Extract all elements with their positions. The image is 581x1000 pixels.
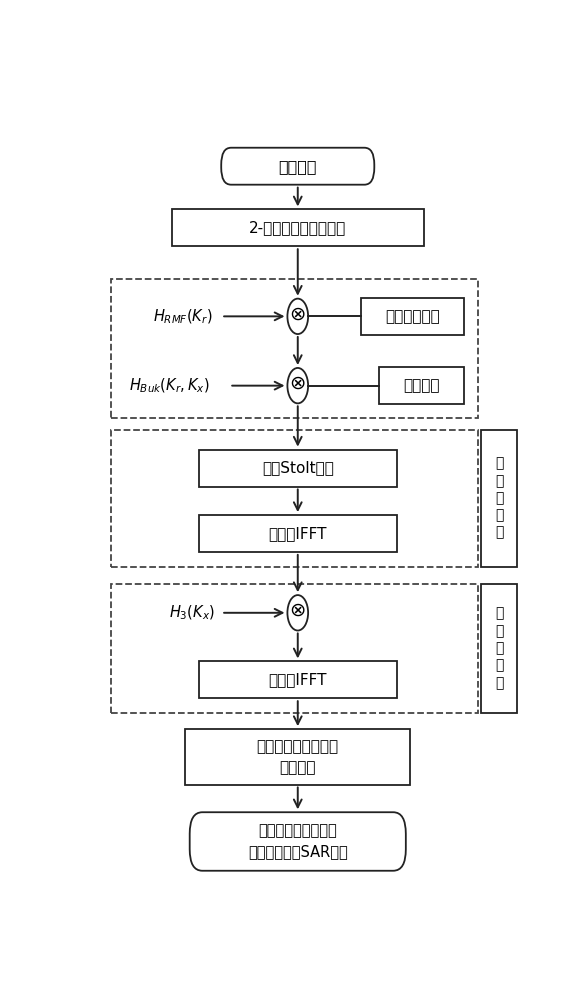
Text: $H_{RMF}(K_r)$: $H_{RMF}(K_r)$	[153, 307, 213, 326]
Text: 距离向IFFT: 距离向IFFT	[268, 526, 327, 541]
Bar	[111, 584, 478, 713]
Text: 相位补偿: 相位补偿	[403, 378, 440, 393]
Text: 计算每一个子孔径的
成像数据: 计算每一个子孔径的 成像数据	[257, 739, 339, 775]
Bar	[361, 298, 464, 335]
Bar	[199, 450, 397, 487]
Bar	[111, 430, 478, 567]
Bar	[199, 515, 397, 552]
Circle shape	[288, 595, 308, 631]
Bar	[172, 209, 424, 246]
Bar	[199, 661, 397, 698]
Text: $H_3(K_x)$: $H_3(K_x)$	[169, 604, 215, 622]
Text: 距
离
向
处
理: 距 离 向 处 理	[495, 456, 503, 540]
Bar	[185, 729, 410, 785]
Text: ⊗: ⊗	[289, 601, 306, 620]
Text: $H_{Buk}(K_r,K_x)$: $H_{Buk}(K_r,K_x)$	[129, 376, 210, 395]
FancyBboxPatch shape	[189, 812, 406, 871]
Bar	[379, 367, 464, 404]
Text: 2-维波数域子孔径数据: 2-维波数域子孔径数据	[249, 220, 346, 235]
Bar	[111, 279, 478, 418]
FancyBboxPatch shape	[221, 148, 374, 185]
Bar	[480, 430, 518, 567]
Circle shape	[288, 299, 308, 334]
Text: 得到方位向聚焦的全
孔径高分辨率SAR成像: 得到方位向聚焦的全 孔径高分辨率SAR成像	[248, 823, 347, 859]
Text: ⊗: ⊗	[289, 305, 306, 324]
Circle shape	[288, 368, 308, 403]
Text: ⊗: ⊗	[289, 374, 306, 393]
Text: 扩展Stolt插値: 扩展Stolt插値	[262, 461, 333, 476]
Text: 方
位
向
处
理: 方 位 向 处 理	[495, 607, 503, 690]
Text: 距离匹配滤波: 距离匹配滤波	[385, 309, 440, 324]
Bar	[480, 584, 518, 713]
Text: 回波信号: 回波信号	[278, 159, 317, 174]
Text: 方位向IFFT: 方位向IFFT	[268, 672, 327, 687]
